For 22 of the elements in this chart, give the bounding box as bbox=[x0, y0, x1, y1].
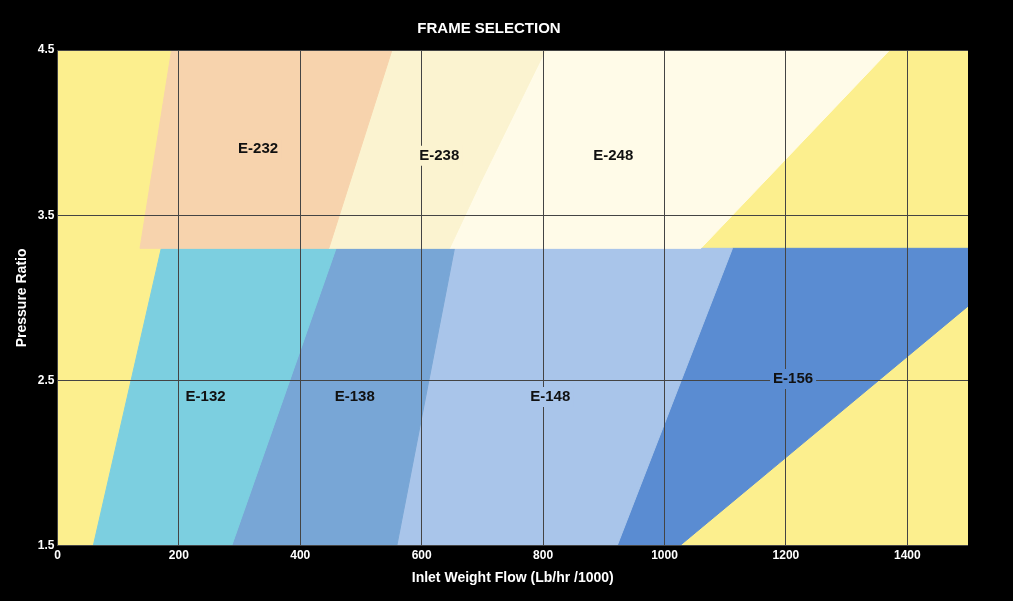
series-label: E-238 bbox=[419, 145, 460, 163]
series-label: E-132 bbox=[185, 387, 226, 405]
x-tick-label: 600 bbox=[411, 548, 433, 563]
y-axis-title: Pressure Ratio bbox=[13, 248, 30, 348]
series-label: E-138 bbox=[334, 387, 375, 405]
y-tick-label: 3.5 bbox=[37, 207, 55, 222]
series-label: E-248 bbox=[593, 145, 634, 163]
series-label: E-232 bbox=[238, 139, 279, 157]
x-tick-label: 800 bbox=[533, 548, 554, 563]
y-tick-label: 4.5 bbox=[37, 42, 55, 57]
x-tick-label: 400 bbox=[290, 548, 311, 563]
series-label: E-148 bbox=[530, 387, 571, 405]
x-tick-label: 200 bbox=[168, 548, 190, 563]
series-label: E-156 bbox=[773, 369, 814, 387]
chart-title: FRAME SELECTION bbox=[417, 19, 561, 37]
x-tick-label: 1000 bbox=[651, 548, 679, 563]
x-tick-label: 1200 bbox=[772, 548, 800, 563]
y-tick-label: 2.5 bbox=[37, 372, 55, 387]
x-axis-title: Inlet Weight Flow (Lb/hr /1000) bbox=[411, 569, 614, 586]
x-tick-label: 1400 bbox=[893, 548, 921, 563]
y-tick-label: 1.5 bbox=[37, 538, 55, 553]
x-tick-label: 0 bbox=[54, 548, 62, 563]
